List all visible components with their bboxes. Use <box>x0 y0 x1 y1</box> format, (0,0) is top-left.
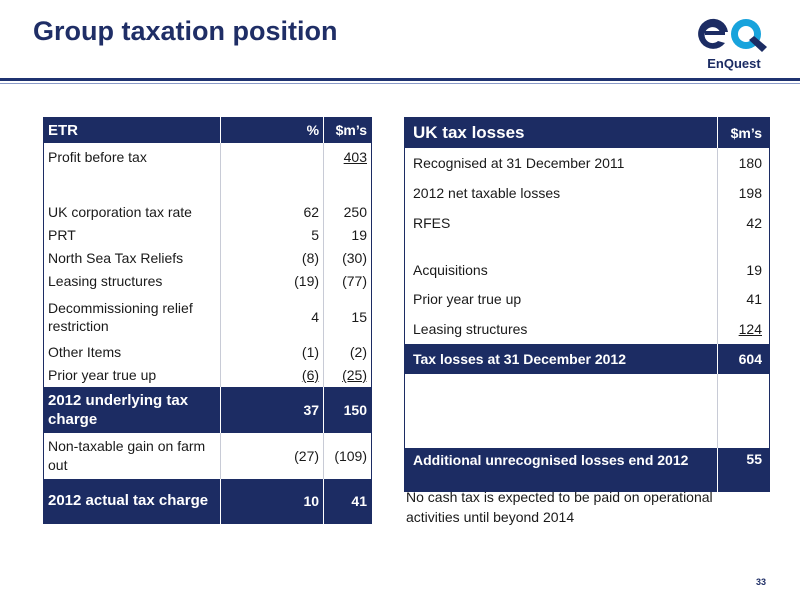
etr-header-val: $m’s <box>323 117 372 143</box>
row-val: 41 <box>717 283 770 314</box>
etr-header-pct: % <box>219 117 324 143</box>
table-row: Non-taxable gain on farm out (27) (109) <box>44 432 372 479</box>
table-row: Decommissioning relief restriction 4 15 <box>44 292 372 341</box>
row-label: Prior year true up <box>48 367 157 383</box>
row-label: UK corporation tax rate <box>48 204 192 220</box>
page-title: Group taxation position <box>33 16 338 46</box>
unrecognised-losses-row: Additional unrecognised losses end 2012 … <box>404 447 770 492</box>
header-rule <box>0 78 800 81</box>
row-pct: (19) <box>219 269 324 293</box>
uk-header-val: $m’s <box>717 117 770 148</box>
row-val: 15 <box>323 292 372 341</box>
table-row: Acquisitions 19 <box>405 237 770 284</box>
row-val: 198 <box>717 177 770 208</box>
row-label: Profit before tax <box>48 148 147 165</box>
uk-tax-losses-table: UK tax losses $m’s Recognised at 31 Dece… <box>404 117 770 492</box>
row-val: 604 <box>717 343 770 374</box>
table-row: Profit before tax 403 <box>44 142 372 201</box>
row-val: (30) <box>323 246 372 270</box>
table-row: 2012 net taxable losses 198 <box>405 177 770 208</box>
table-row: RFES 42 <box>405 207 770 238</box>
row-pct: (27) <box>219 432 324 479</box>
etr-header-row: ETR % $m’s <box>43 117 372 143</box>
row-label: Recognised at 31 December 2011 <box>413 154 625 171</box>
row-label: Leasing structures <box>48 273 163 289</box>
row-pct: 4 <box>219 292 324 341</box>
row-val: (109) <box>323 432 372 479</box>
row-val: 41 <box>323 478 372 524</box>
row-val: 19 <box>717 237 770 284</box>
row-val: 403 <box>343 148 367 165</box>
row-label: Leasing structures <box>413 320 528 337</box>
row-val: 250 <box>323 200 372 224</box>
row-pct: (6) <box>301 367 320 383</box>
row-pct: 5 <box>219 223 324 247</box>
row-pct: 10 <box>219 478 324 524</box>
table-row: PRT 5 19 <box>44 223 372 247</box>
table-row: Prior year true up (6) (25) <box>44 363 372 387</box>
enquest-logo: EnQuest <box>698 18 767 71</box>
row-label: Non-taxable gain on farm out <box>48 437 206 473</box>
row-label: Decommissioning relief restriction <box>48 299 193 334</box>
row-val: 150 <box>323 386 372 433</box>
table-row: UK corporation tax rate 62 250 <box>44 200 372 224</box>
page-number: 33 <box>755 577 766 587</box>
row-val: 19 <box>323 223 372 247</box>
row-label: Tax losses at 31 December 2012 <box>404 343 718 374</box>
row-pct <box>219 142 324 201</box>
row-label: 2012 net taxable losses <box>413 184 561 201</box>
row-val: 42 <box>717 207 770 238</box>
etr-table: ETR % $m’s Profit before tax 403 UK corp… <box>43 117 372 524</box>
blank-row <box>405 373 770 448</box>
row-label: Other Items <box>48 344 122 360</box>
row-label: Acquisitions <box>413 261 488 278</box>
actual-tax-row: 2012 actual tax charge 10 41 <box>43 478 372 524</box>
tax-losses-total-row: Tax losses at 31 December 2012 604 <box>404 343 770 374</box>
row-label: 2012 underlying tax charge <box>43 386 221 433</box>
row-label: Prior year true up <box>413 290 522 307</box>
row-val: 124 <box>738 320 762 337</box>
row-label: North Sea Tax Reliefs <box>48 250 184 266</box>
uk-header-row: UK tax losses $m’s <box>404 117 770 148</box>
row-pct: (1) <box>219 340 324 364</box>
row-val: (77) <box>323 269 372 293</box>
row-label: 2012 actual tax charge <box>43 478 221 524</box>
etr-header-label: ETR <box>43 117 221 143</box>
row-val: 180 <box>717 147 770 178</box>
table-row: Leasing structures (19) (77) <box>44 269 372 293</box>
row-val: (2) <box>323 340 372 364</box>
row-val: 55 <box>717 447 770 492</box>
row-val: (25) <box>342 367 367 383</box>
row-pct: (8) <box>219 246 324 270</box>
row-label: RFES <box>413 214 451 231</box>
table-row: Other Items (1) (2) <box>44 340 372 364</box>
row-pct: 62 <box>219 200 324 224</box>
row-label: PRT <box>48 227 76 243</box>
cash-tax-note: No cash tax is expected to be paid on op… <box>406 489 713 525</box>
logo-text: EnQuest <box>707 56 761 71</box>
table-row: Leasing structures 124 <box>405 313 770 344</box>
header-rule-thin <box>0 83 800 84</box>
underlying-tax-row: 2012 underlying tax charge 37 150 <box>43 386 372 433</box>
table-row: North Sea Tax Reliefs (8) (30) <box>44 246 372 270</box>
table-row: Prior year true up 41 <box>405 283 770 314</box>
row-label: Additional unrecognised losses end 2012 <box>404 447 718 492</box>
row-pct: 37 <box>219 386 324 433</box>
uk-header-label: UK tax losses <box>404 117 718 148</box>
table-row: Recognised at 31 December 2011 180 <box>405 147 770 178</box>
